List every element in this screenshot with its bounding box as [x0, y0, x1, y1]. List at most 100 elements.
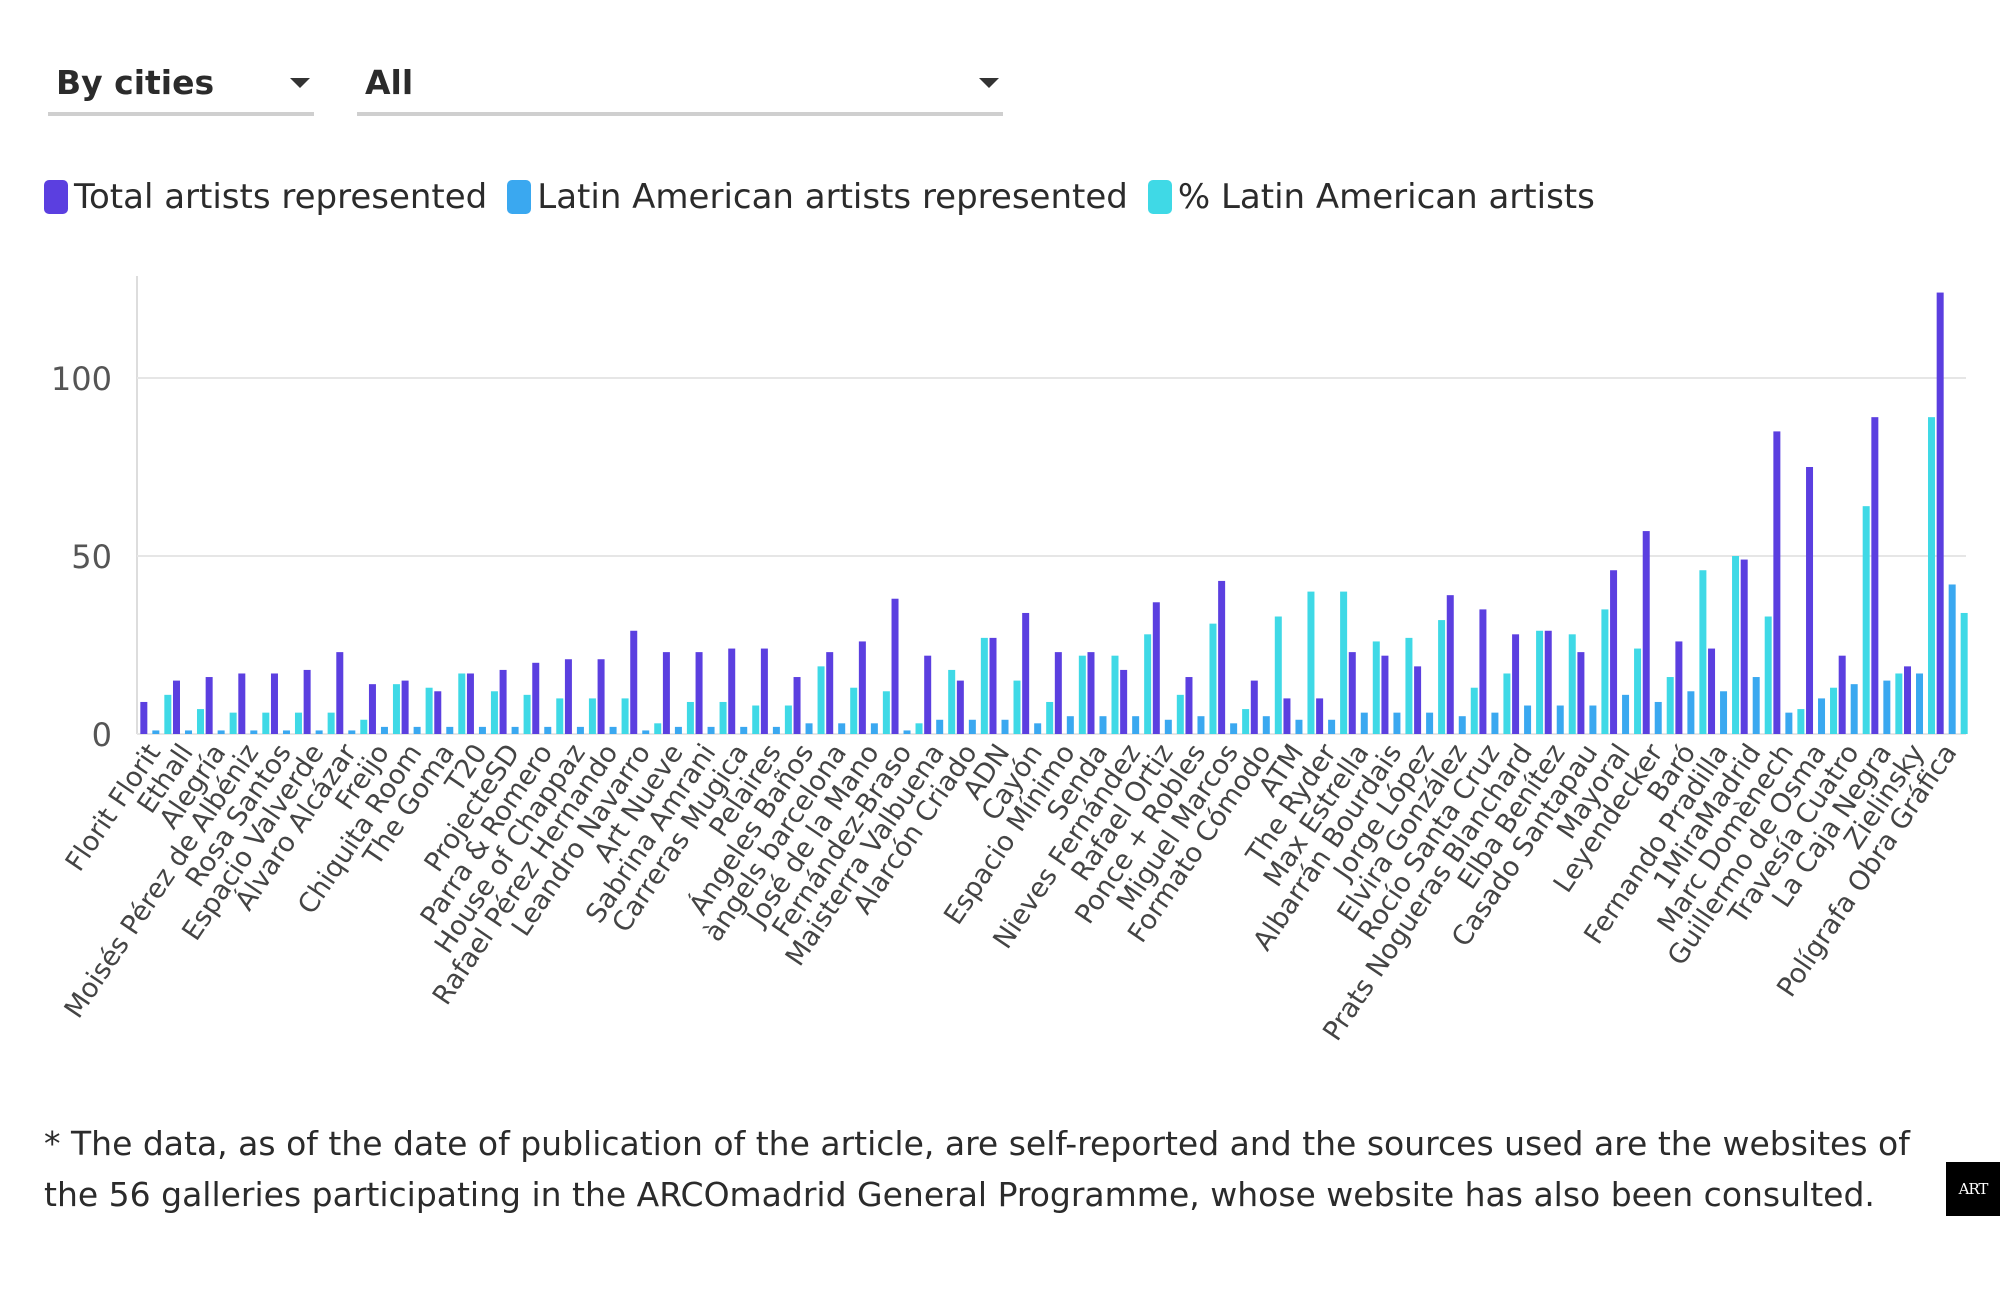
bar	[164, 694, 172, 734]
bar	[172, 680, 180, 734]
bar	[1144, 634, 1152, 734]
bar	[564, 659, 572, 734]
bar	[576, 726, 584, 734]
art-logo: ART	[1946, 1162, 2000, 1216]
bar	[336, 652, 344, 734]
bar	[1904, 666, 1912, 734]
bar	[1087, 652, 1095, 734]
bar	[1446, 595, 1454, 734]
bar	[1470, 687, 1478, 734]
bar	[817, 666, 825, 734]
bar	[752, 705, 760, 734]
bar	[1185, 677, 1193, 734]
bar	[915, 723, 923, 734]
bar	[1675, 641, 1683, 734]
bar	[588, 698, 596, 734]
bar	[728, 648, 736, 734]
bar	[229, 712, 237, 734]
bar	[1577, 652, 1585, 734]
bar	[784, 705, 792, 734]
chevron-down-icon	[290, 78, 310, 88]
bar	[425, 687, 433, 734]
bar	[936, 719, 944, 734]
bar	[140, 701, 148, 734]
bar	[1283, 698, 1291, 734]
bar	[490, 691, 498, 734]
bar	[924, 655, 932, 734]
legend-item-percent[interactable]: % Latin American artists	[1147, 177, 1595, 217]
legend-label-latam: Latin American artists represented	[537, 177, 1128, 217]
y-tick-label: 50	[71, 538, 112, 576]
bar	[1022, 612, 1030, 734]
bar	[478, 726, 486, 734]
bar	[315, 730, 323, 734]
bar	[609, 726, 617, 734]
bar	[1862, 506, 1870, 734]
bar	[903, 730, 911, 734]
bar	[989, 637, 997, 734]
group-by-dropdown[interactable]: By cities	[48, 52, 314, 116]
bar	[1850, 684, 1858, 734]
legend-item-latam[interactable]: Latin American artists represented	[507, 177, 1128, 217]
bar	[1568, 634, 1576, 734]
bar	[434, 691, 442, 734]
bar	[1797, 709, 1805, 734]
bar	[250, 730, 258, 734]
bar	[1242, 709, 1250, 734]
bar	[532, 662, 540, 734]
bar	[1197, 716, 1205, 734]
bar	[466, 673, 474, 734]
bar	[458, 673, 466, 734]
bar	[891, 598, 899, 734]
bar	[1046, 701, 1054, 734]
legend-swatch-total	[44, 180, 68, 214]
bar	[1666, 677, 1674, 734]
bar	[1132, 716, 1140, 734]
bar	[1916, 673, 1924, 734]
bar	[511, 726, 519, 734]
bar	[1544, 630, 1552, 734]
legend-swatch-latam	[507, 180, 532, 214]
filter-dropdown[interactable]: All	[357, 52, 1003, 116]
bar	[1654, 701, 1662, 734]
y-tick-label: 0	[92, 716, 112, 754]
legend-swatch-percent	[1147, 180, 1172, 214]
bar	[1295, 719, 1303, 734]
bar	[1176, 694, 1184, 734]
bar	[1610, 570, 1618, 734]
bar	[1785, 712, 1793, 734]
legend-item-total[interactable]: Total artists represented	[44, 177, 487, 217]
bar	[348, 730, 356, 734]
bar	[1438, 620, 1446, 734]
bar	[870, 723, 878, 734]
bar	[1895, 673, 1903, 734]
bar	[948, 669, 956, 734]
bar	[740, 726, 748, 734]
bar	[1536, 630, 1544, 734]
bar	[1960, 612, 1968, 734]
bar	[1152, 602, 1160, 734]
bar	[980, 637, 988, 734]
bar	[446, 726, 454, 734]
bar	[1458, 716, 1466, 734]
bar	[826, 652, 834, 734]
bar	[1393, 712, 1401, 734]
bar	[1250, 680, 1258, 734]
bar	[196, 709, 204, 734]
chart-legend: Total artists represented Latin American…	[44, 172, 1615, 222]
bar	[1164, 719, 1172, 734]
bar	[1218, 580, 1226, 734]
bar	[1883, 680, 1891, 734]
bar	[152, 730, 160, 734]
bar	[1405, 637, 1413, 734]
bar	[772, 726, 780, 734]
bar	[760, 648, 768, 734]
bar	[1381, 655, 1389, 734]
bar	[1372, 641, 1380, 734]
bar	[707, 726, 715, 734]
bar	[630, 630, 638, 734]
bar	[1773, 431, 1781, 734]
bar	[882, 691, 890, 734]
bar	[1524, 705, 1532, 734]
